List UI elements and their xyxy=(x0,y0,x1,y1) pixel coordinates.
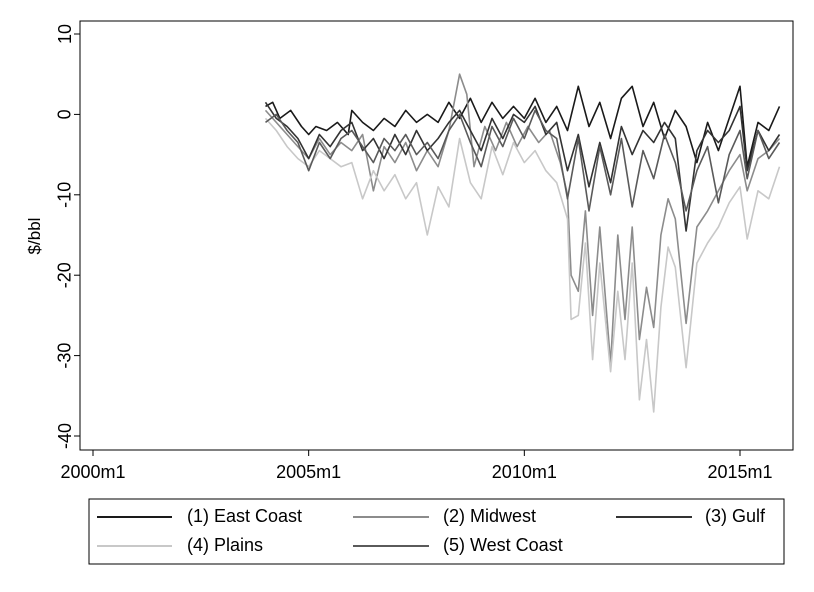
y-tick-label: -30 xyxy=(55,343,75,369)
x-tick-label: 2005m1 xyxy=(276,462,341,482)
legend-label: (3) Gulf xyxy=(705,506,766,526)
y-tick-label: -40 xyxy=(55,423,75,449)
series-line xyxy=(265,85,781,168)
x-axis: 2000m1 2005m1 2010m1 2015m1 xyxy=(60,450,773,482)
series-line xyxy=(265,109,781,212)
x-tick-label: 2015m1 xyxy=(707,462,772,482)
y-tick-label: -20 xyxy=(55,262,75,288)
legend-label: (5) West Coast xyxy=(443,535,563,555)
legend-label: (2) Midwest xyxy=(443,506,536,526)
series-line xyxy=(264,101,781,232)
x-tick-label: 2010m1 xyxy=(492,462,557,482)
x-tick-label: 2000m1 xyxy=(60,462,125,482)
y-tick-label: 10 xyxy=(55,24,75,44)
plot-area xyxy=(79,20,794,451)
series-line xyxy=(264,117,781,413)
y-axis: 10 0 -10 -20 -30 -40 xyxy=(55,24,80,449)
legend: (1) East Coast (2) Midwest (3) Gulf (4) Pla… xyxy=(88,498,785,565)
series-layer xyxy=(264,73,781,413)
y-tick-label: 0 xyxy=(55,109,75,119)
legend-box xyxy=(88,498,785,565)
legend-label: (4) Plains xyxy=(187,535,263,555)
y-tick-label: -10 xyxy=(55,182,75,208)
y-axis-title: $/bbl xyxy=(25,218,44,255)
legend-label: (1) East Coast xyxy=(187,506,302,526)
